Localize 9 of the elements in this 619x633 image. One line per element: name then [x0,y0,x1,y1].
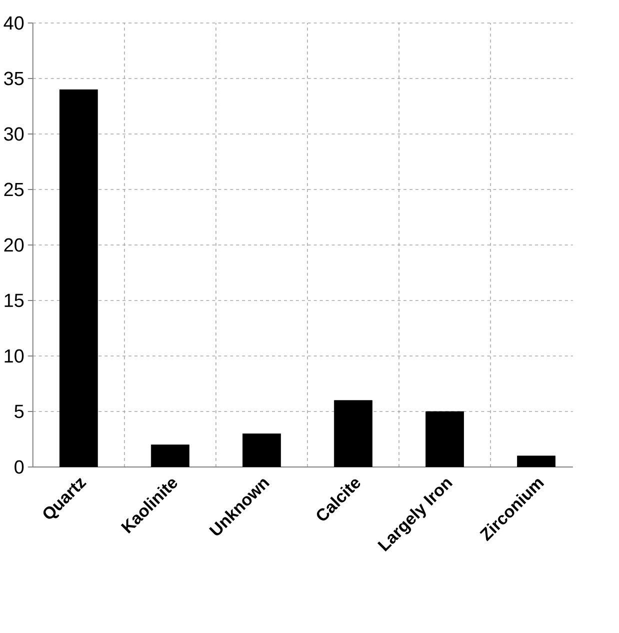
y-tick-label: 40 [4,16,24,30]
y-tick-label: 10 [4,349,24,363]
y-tick-label: 0 [14,460,24,474]
y-tick-label: 20 [4,238,24,252]
y-tick-label: 15 [4,294,24,308]
y-tick-label: 5 [14,404,24,418]
y-tick-label: 35 [4,72,24,86]
y-tick-label: 30 [4,127,24,141]
y-tick-label: 25 [4,182,24,196]
